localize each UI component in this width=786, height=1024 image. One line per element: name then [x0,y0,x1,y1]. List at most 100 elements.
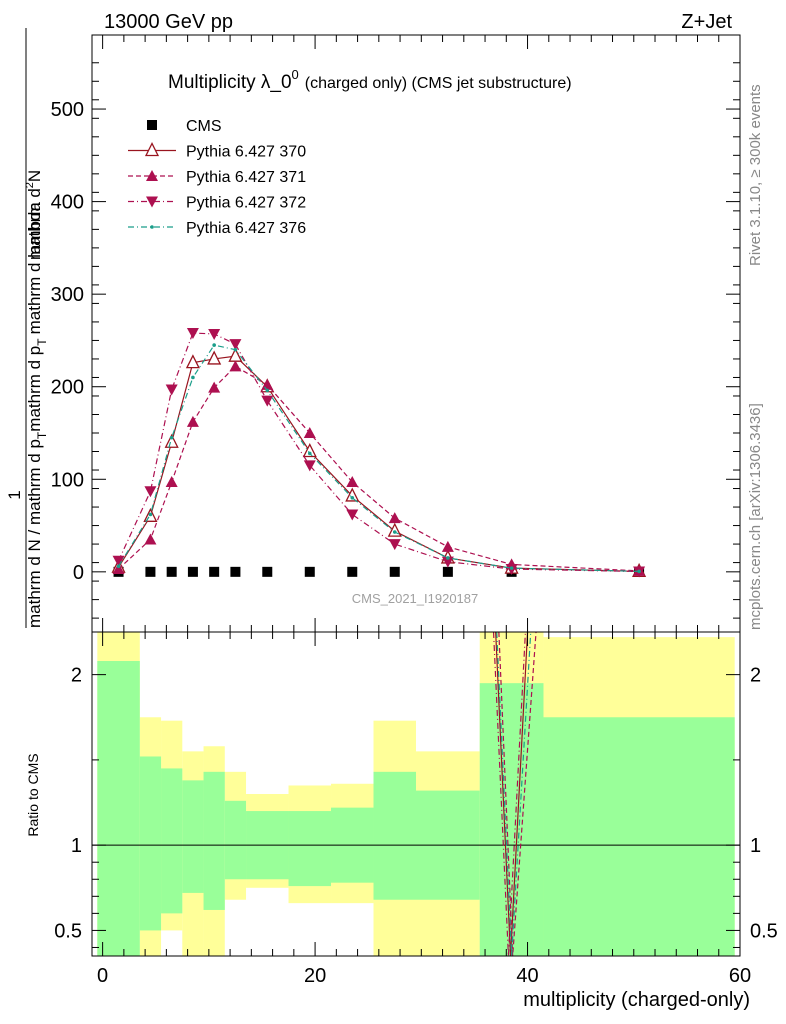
data-point-cms [166,566,177,577]
data-point-p376 [212,343,216,347]
legend-label-p371: Pythia 6.427 371 [186,169,306,186]
data-point-p376 [116,564,121,569]
data-point-p372 [388,539,401,551]
inner-band-bin [203,771,225,910]
data-point-p371 [186,415,199,427]
inner-band-bin [479,683,544,956]
y-label-denominator: mathrm d N / mathrm d pTmathrm d pTmathr… [25,202,49,628]
y-tick-label: 500 [51,99,84,121]
data-point-p376 [392,530,397,534]
series-line-p370 [118,355,640,572]
series-p372 [112,328,646,578]
inner-band-bin [139,756,162,931]
data-point-cms [209,566,220,577]
legend-label-p376: Pythia 6.427 376 [186,220,306,237]
legend-label-cms: CMS [186,118,222,135]
data-point-cms [442,566,453,577]
legend-marker-p376 [150,225,154,229]
series-p371 [112,360,646,576]
data-point-p372 [165,384,178,396]
data-point-p371 [303,427,316,438]
legend-item-p370: Pythia 6.427 370 [128,142,306,161]
series-p370 [111,347,647,578]
y-label-num-d: mathrm d [25,188,44,260]
data-point-p376 [233,347,238,352]
data-point-p372 [208,328,221,340]
y-label-num-n: N [25,170,44,182]
legend-item-p371: Pythia 6.427 371 [128,169,306,186]
data-point-p371 [208,381,221,393]
chart-title: Multiplicity λ_00 (charged only) (CMS jet… [168,67,572,93]
x-axis-label: multiplicity (charged-only) [523,989,750,1011]
legend: CMS Pythia 6.427 370 Pythia 6.427 371 Pythi… [128,118,306,237]
data-point-p370 [387,522,402,537]
header-left: 13000 GeV pp [104,11,233,33]
y-axis-label: 1 mathrm d2N mathrm d N / mathrm d pTmat… [5,28,49,628]
legend-marker-cms [147,120,157,130]
data-point-p370 [302,443,317,458]
y-label-den-part2: mathrm d p [25,346,44,432]
data-point-cms [145,566,156,577]
inner-band-bin [182,780,204,893]
y-tick-label: 100 [51,469,84,491]
data-point-cms [262,566,273,577]
data-point-p370 [345,487,360,502]
y-label-den-sub2: T [35,338,49,346]
data-point-p376 [637,569,641,574]
mcplots-label: mcplots.cern.ch [arXiv:1306.3436] [747,403,764,630]
y-label-one: 1 [5,490,24,499]
series-p376 [116,343,641,574]
y-label-num-sup: 2 [24,182,36,188]
series-line-p376 [118,344,640,572]
x-tick-label: 0 [97,965,108,987]
header-right: Z+Jet [681,11,732,33]
series-line-p371 [118,365,640,572]
data-point-p376 [265,388,270,393]
legend-marker-p371 [146,170,158,181]
data-point-p371 [261,378,274,390]
data-point-p370 [164,433,179,448]
data-point-cms [230,566,241,577]
data-point-p376 [350,495,355,500]
x-tick-label: 60 [729,965,751,987]
data-point-cms [187,566,198,577]
data-point-cms [304,566,315,577]
y-label-den-sub1: T [35,431,49,439]
data-point-p370 [185,354,200,369]
y-tick-label: 300 [51,284,84,306]
chart-title-main: Multiplicity λ_0 [168,72,292,93]
rivet-label: Rivet 3.1.10, ≥ 300k events [747,84,764,266]
ratio-panel-frame [91,631,741,957]
main-panel: 0 100 200 300 400 500 CMS_2021_I1920187 Multi… [5,28,741,633]
ratio-y-tick-label: 0.5 [54,920,82,942]
ratio-line-p372 [492,631,527,957]
inner-band-bin [161,768,183,914]
inner-band-bin [224,800,247,880]
data-point-cms [347,566,358,577]
y-label-numerator: mathrm d2N [24,170,44,260]
data-point-p371 [165,476,178,488]
inner-band-bin [288,811,332,887]
y-tick-label: 200 [51,377,84,399]
x-tick-label: 20 [304,965,326,987]
ratio-y-tick-label-right: 0.5 [750,920,778,942]
y-label-den-part3: mathrm d lambda [25,202,44,335]
data-point-p372 [229,339,242,351]
legend-label-p370: Pythia 6.427 370 [186,144,306,161]
data-point-p376 [446,556,450,560]
y-label-den-part1: mathrm d N / mathrm d p [25,439,44,628]
legend-marker-p370 [144,142,160,157]
ratio-y-tick-label: 2 [71,665,82,687]
data-point-p372 [303,460,316,472]
data-point-p370 [207,350,222,365]
data-point-p371 [112,563,125,575]
legend-item-p372: Pythia 6.427 372 [128,195,306,212]
data-point-p372 [261,395,274,407]
x-tick-label: 40 [516,965,538,987]
inner-band-bin [373,771,416,900]
legend-item-cms: CMS [147,118,222,135]
ratio-y-tick-label-right: 2 [750,665,761,687]
chart-title-suffix: (charged only) (CMS jet substructure) [305,75,572,92]
series-cms [113,566,645,577]
